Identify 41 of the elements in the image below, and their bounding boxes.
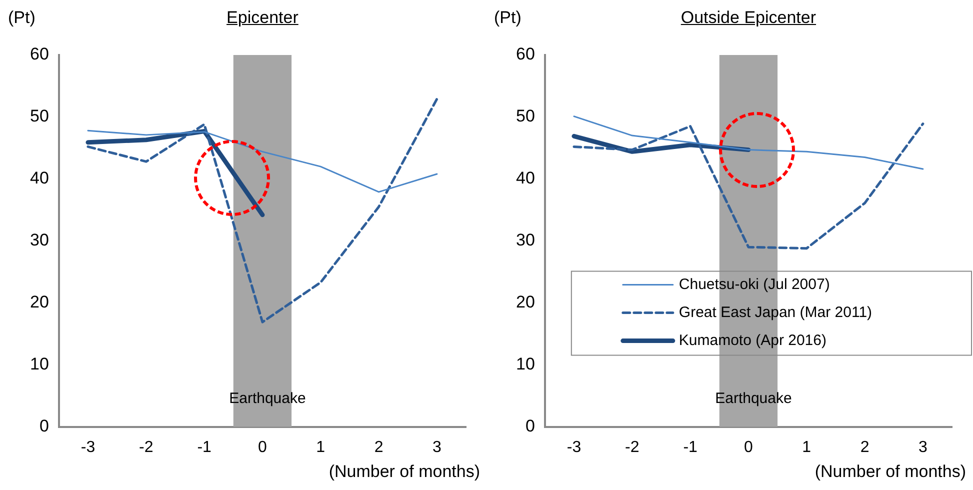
y-tick-label: 60 bbox=[30, 44, 49, 64]
y-tick-label: 40 bbox=[516, 168, 535, 188]
y-tick-label: 20 bbox=[516, 292, 535, 312]
y-tick-label: 30 bbox=[30, 230, 49, 250]
x-tick-label: 3 bbox=[432, 438, 442, 456]
x-tick-label: -1 bbox=[683, 438, 698, 456]
y-axis-title: (Pt) bbox=[494, 8, 522, 28]
y-tick-label: 60 bbox=[516, 44, 535, 64]
legend-label: Chuetsu-oki (Jul 2007) bbox=[678, 276, 830, 293]
x-tick-label: 2 bbox=[374, 438, 384, 456]
chart-title: Outside Epicenter bbox=[680, 8, 816, 28]
legend-label: Kumamoto (Apr 2016) bbox=[678, 332, 826, 349]
y-tick-label: 10 bbox=[516, 354, 535, 374]
chart-title: Epicenter bbox=[226, 8, 298, 28]
y-tick-label: 50 bbox=[30, 106, 49, 126]
x-axis-title: (Number of months) bbox=[328, 462, 480, 482]
x-axis-title: (Number of months) bbox=[814, 462, 966, 482]
x-tick-label: -2 bbox=[139, 438, 154, 456]
band-label: Earthquake bbox=[229, 390, 306, 407]
line-series bbox=[86, 98, 438, 324]
x-tick-label: 1 bbox=[802, 438, 812, 456]
x-tick-label: 1 bbox=[316, 438, 326, 456]
x-tick-label: 2 bbox=[860, 438, 870, 456]
y-tick-label: 30 bbox=[516, 230, 535, 250]
legend-label: Great East Japan (Mar 2011) bbox=[678, 304, 872, 321]
y-tick-label: 10 bbox=[30, 354, 49, 374]
x-tick-label: 0 bbox=[258, 438, 267, 456]
y-tick-label: 0 bbox=[525, 416, 535, 436]
band-label: Earthquake bbox=[715, 390, 792, 407]
y-tick-label: 50 bbox=[516, 106, 535, 126]
x-tick-label: -2 bbox=[625, 438, 640, 456]
y-tick-label: 20 bbox=[30, 292, 49, 312]
y-tick-label: 0 bbox=[39, 416, 49, 436]
x-tick-label: 0 bbox=[744, 438, 753, 456]
line-series bbox=[572, 122, 924, 250]
x-tick-label: -3 bbox=[566, 438, 582, 456]
y-axis-title: (Pt) bbox=[8, 8, 36, 28]
x-tick-label: 3 bbox=[918, 438, 928, 456]
x-tick-label: -3 bbox=[80, 438, 96, 456]
x-tick-label: -1 bbox=[197, 438, 212, 456]
y-tick-label: 40 bbox=[30, 168, 49, 188]
